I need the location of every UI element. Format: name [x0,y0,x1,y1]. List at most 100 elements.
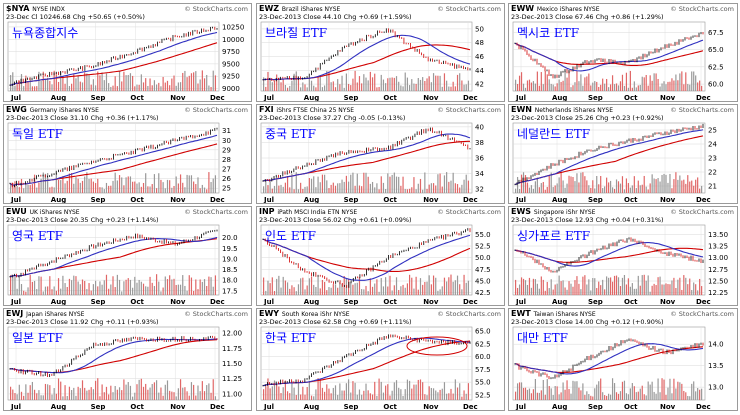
volume-bar [411,388,413,400]
watermark: © StockCharts.com [184,106,248,114]
volume-bar [182,72,184,91]
volume-bar [398,290,400,295]
volume-bar [691,289,693,295]
volume-bar [592,396,594,400]
volume-bar [613,84,616,91]
volume-bar [637,180,639,193]
volume-bar [332,387,334,400]
volume-bar [415,83,417,91]
volume-bar [160,179,162,193]
volume-bar [627,87,629,91]
y-tick-label: 18.0 [222,277,238,285]
chart-svg: 14.0 13.5 13.0 Jul Aug Sep Oct Nov Dec [512,326,724,411]
volume-bar [363,74,365,91]
volume-bar [645,280,647,295]
volume-bar [145,383,147,400]
volume-bar [578,182,580,193]
price-stats: 23-Dec-2013 Close 25.26 Chg +0.23 (+0.92… [511,114,664,122]
volume-bar [380,176,382,193]
volume-bar [127,382,129,400]
y-tick-label: 55.0 [475,231,491,239]
volume-bar [598,281,600,295]
volume-bar [140,281,142,295]
volume-bar [408,380,411,400]
volume-bar [214,396,217,400]
volume-bar [363,289,365,295]
watermark: © StockCharts.com [437,208,501,216]
volume-bar [88,178,90,193]
volume-bar [411,187,413,193]
x-tick-label: Aug [552,403,567,411]
y-tick-label: 19.5 [222,245,238,253]
volume-bar [456,74,459,91]
x-tick-label: Nov [423,196,439,204]
korean-label: 영국 ETF [12,229,63,243]
volume-bar [667,387,669,400]
volume-bar [90,84,92,91]
volume-bar [267,280,269,295]
volume-bar [345,383,347,400]
volume-bar [271,277,273,295]
volume-bar [536,392,538,400]
volume-bar [518,75,521,91]
volume-bar [51,84,53,91]
volume-bar [522,387,525,400]
volume-bar [127,278,129,295]
volume-bar [679,277,681,295]
volume-bar [51,394,53,400]
volume-bar [691,71,693,91]
price-stats: 23-Dec-2013 Close 31.10 Chg +0.36 (+1.17… [6,114,159,122]
volume-bar [147,286,149,295]
x-tick-label: Sep [344,196,359,204]
x-tick-label: Oct [383,298,397,306]
volume-bar [430,387,432,400]
volume-bar [693,71,695,91]
volume-bar [193,72,195,91]
volume-bar [623,85,626,91]
x-tick-label: Sep [91,94,106,102]
volume-bar [302,188,304,193]
y-tick-label: 13.50 [708,231,728,239]
volume-bar [175,176,177,193]
volume-bar [689,84,691,91]
volume-bar [461,289,463,295]
volume-bar [293,287,295,295]
volume-bar [358,277,361,295]
volume-bar [212,178,214,193]
volume-bar [430,82,432,91]
volume-bar [145,78,147,91]
chart-panel: 50 48 46 44 42 Jul Aug Sep Oct Nov Dec EWZ Brazil i… [256,3,505,102]
volume-bar [280,287,282,295]
volume-bar [426,78,428,91]
volume-bar [428,275,430,295]
volume-bar [516,383,519,400]
volume-bar [317,378,319,400]
volume-bar [337,287,339,295]
volume-bar [300,87,302,91]
volume-bar [371,286,374,295]
volume-bar [134,181,136,193]
volume-bar [542,84,544,91]
volume-bar [382,392,385,400]
volume-bar [14,276,16,295]
volume-bar [518,188,521,193]
volume-bar [625,178,628,193]
volume-bar [675,172,677,193]
volume-bar [337,79,339,91]
y-tick-label: 62.5 [475,340,491,348]
volume-bar [526,284,529,295]
volume-bar [552,289,554,295]
volume-bar [162,395,164,400]
y-tick-label: 11.00 [222,390,242,398]
volume-bar [671,393,673,400]
volume-bar [16,186,18,193]
y-tick-label: 65.0 [475,328,491,336]
volume-bar [306,186,308,193]
y-tick-label: 46 [475,53,484,61]
volume-bar [562,180,564,193]
volume-bar [649,291,651,295]
volume-bar [151,384,153,400]
volume-bar [609,84,612,91]
volume-bar [454,86,456,91]
x-tick-label: Aug [304,94,319,102]
